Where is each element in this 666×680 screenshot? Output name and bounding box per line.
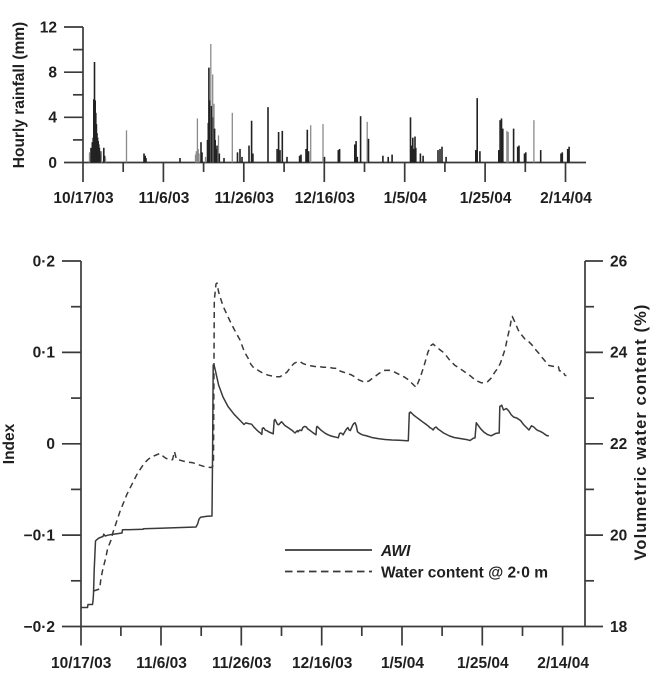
svg-text:10/17/03: 10/17/03: [51, 655, 112, 672]
svg-text:1/25/04: 1/25/04: [460, 190, 512, 207]
svg-text:11/26/03: 11/26/03: [212, 655, 272, 672]
svg-text:12: 12: [40, 19, 57, 36]
svg-text:18: 18: [610, 619, 628, 636]
svg-text:Index: Index: [1, 423, 18, 464]
svg-text:11/6/03: 11/6/03: [138, 190, 189, 207]
svg-text:1/5/04: 1/5/04: [384, 190, 427, 207]
svg-text:12/16/03: 12/16/03: [292, 655, 353, 672]
svg-text:−0·2: −0·2: [24, 619, 55, 636]
svg-text:Water content @ 2·0 m: Water content @ 2·0 m: [381, 565, 548, 582]
svg-text:Volumetric water content (%): Volumetric water content (%): [632, 304, 650, 561]
svg-text:11/26/03: 11/26/03: [215, 190, 275, 207]
svg-text:26: 26: [610, 253, 628, 270]
svg-text:11/6/03: 11/6/03: [136, 655, 187, 672]
svg-text:10/17/03: 10/17/03: [53, 190, 114, 207]
svg-text:4: 4: [48, 110, 57, 127]
svg-text:8: 8: [48, 65, 57, 82]
svg-text:−0·1: −0·1: [24, 527, 56, 544]
svg-text:20: 20: [610, 527, 627, 544]
svg-text:0·1: 0·1: [33, 345, 56, 362]
svg-text:24: 24: [610, 345, 628, 362]
svg-text:0: 0: [46, 436, 55, 453]
svg-text:2/14/04: 2/14/04: [540, 190, 592, 207]
svg-text:Hourly rainfall (mm): Hourly rainfall (mm): [11, 22, 28, 168]
svg-text:2/14/04: 2/14/04: [537, 655, 589, 672]
svg-text:AWI: AWI: [380, 543, 411, 560]
svg-text:1/25/04: 1/25/04: [457, 655, 509, 672]
svg-text:22: 22: [610, 436, 627, 453]
svg-text:0·2: 0·2: [33, 253, 55, 270]
svg-text:1/5/04: 1/5/04: [381, 655, 424, 672]
svg-text:12/16/03: 12/16/03: [295, 190, 356, 207]
svg-text:0: 0: [48, 155, 57, 172]
